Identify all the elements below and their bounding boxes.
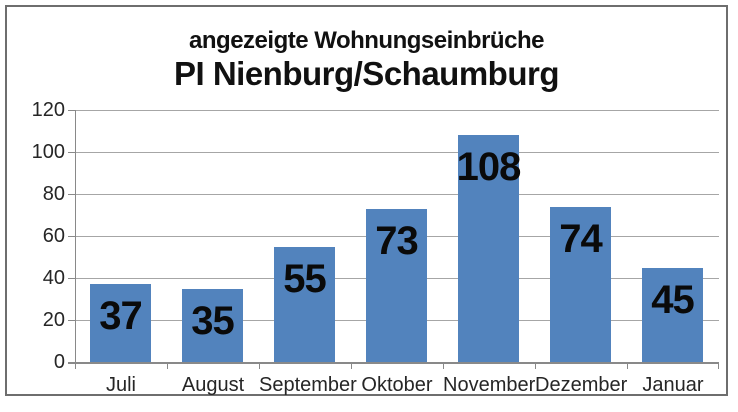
bar: 45 — [642, 267, 703, 362]
bar-value-label: 108 — [456, 145, 522, 190]
y-axis-label: 80 — [42, 183, 65, 205]
bar: 55 — [274, 246, 335, 362]
y-axis-label: 100 — [31, 141, 65, 163]
gridline — [75, 194, 719, 195]
bar: 37 — [90, 284, 151, 362]
bar-group: 55 — [259, 110, 351, 362]
x-axis-tick — [351, 363, 352, 369]
bar: 73 — [366, 208, 427, 362]
bar-group: 37 — [75, 110, 167, 362]
bar-value-label: 35 — [191, 298, 234, 343]
bar-group: 35 — [167, 110, 259, 362]
gridline — [75, 152, 719, 153]
x-axis-label: Juli — [105, 374, 136, 396]
x-axis-label: August — [181, 374, 245, 396]
bar: 108 — [456, 135, 522, 362]
y-axis-label: 0 — [53, 351, 65, 373]
bar-group: 74 — [535, 110, 627, 362]
y-axis-tick — [68, 278, 75, 279]
bar-group: 45 — [627, 110, 719, 362]
y-axis-label: 120 — [31, 99, 65, 121]
x-axis-tick — [535, 363, 536, 369]
x-axis-label: Januar — [642, 374, 704, 396]
y-axis-tick — [68, 320, 75, 321]
plot-area: 120 100 80 60 40 20 0 37 35 55 — [32, 99, 719, 373]
bar-value-label: 73 — [375, 218, 418, 263]
bar-value-label: 45 — [651, 277, 694, 322]
bar-group: 108 — [443, 110, 535, 362]
x-axis-tick — [443, 363, 444, 369]
y-axis-tick — [68, 152, 75, 153]
chart-frame: angezeigte Wohnungseinbrüche PI Nienburg… — [5, 5, 728, 396]
y-axis-line — [75, 110, 76, 362]
chart-subtitle: PI Nienburg/Schaumburg — [173, 55, 560, 92]
bar-value-label: 55 — [283, 256, 326, 301]
x-axis-label: Dezember — [535, 374, 628, 396]
y-axis-tick — [68, 110, 75, 111]
x-axis-tick — [167, 363, 168, 369]
y-axis-label: 20 — [42, 309, 65, 331]
bar-group: 73 — [351, 110, 443, 362]
x-axis-tick — [259, 363, 260, 369]
bar-value-label: 37 — [99, 294, 142, 339]
bar: 35 — [182, 288, 243, 362]
x-axis-tick — [75, 363, 76, 369]
x-axis-labels: Juli August September Oktober November D… — [75, 372, 719, 398]
y-axis-label: 60 — [42, 225, 65, 247]
x-axis-label: September — [259, 374, 357, 396]
chart-title: angezeigte Wohnungseinbrüche — [189, 27, 544, 54]
x-axis-tick — [627, 363, 628, 369]
x-axis-label: November — [443, 374, 536, 396]
y-axis-tick — [68, 194, 75, 195]
y-axis-label: 40 — [42, 267, 65, 289]
x-axis-line — [68, 362, 719, 364]
x-axis-label: Oktober — [361, 374, 433, 396]
x-axis-tick — [718, 363, 719, 369]
bar-value-label: 74 — [559, 216, 602, 261]
bar: 74 — [550, 206, 611, 362]
gridline — [75, 110, 719, 111]
y-axis-tick — [68, 236, 75, 237]
